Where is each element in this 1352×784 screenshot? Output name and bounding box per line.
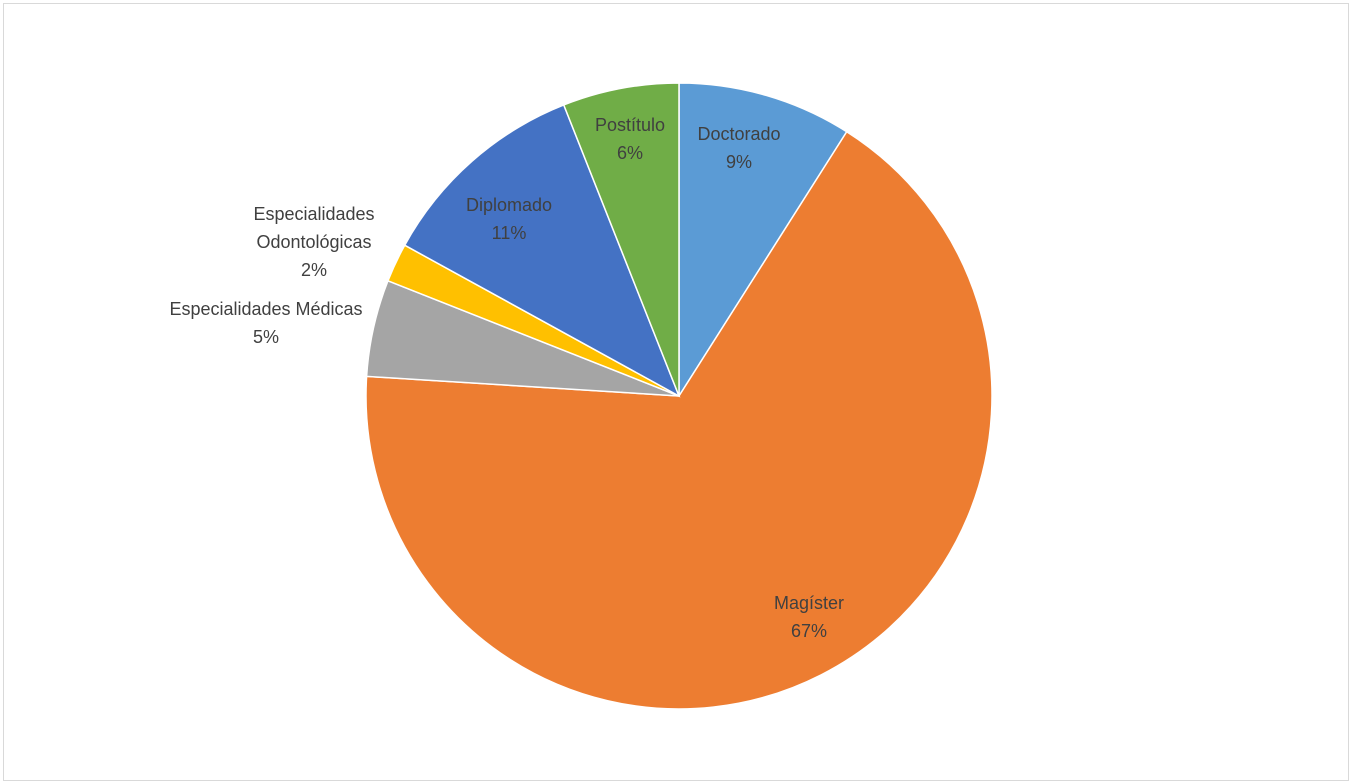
- data-label-diplomado: Diplomado 11%: [466, 195, 552, 243]
- data-label-especialidades-odontologicas: Especialidades Odontológicas 2%: [253, 204, 374, 280]
- chart-area: Doctorado 9% Magíster 67% Especialidades Méd…: [3, 3, 1349, 781]
- slice-doctorado: [678, 82, 848, 399]
- pie-labels: Doctorado 9% Magíster 67% Especialidades Méd…: [169, 115, 844, 641]
- pie-slices: [365, 82, 993, 710]
- data-label-especialidades-medicas: Especialidades Médicas 5%: [169, 299, 362, 347]
- slice-postitulo: [562, 82, 680, 397]
- slice-diplomado: [403, 104, 681, 398]
- data-label-magister: Magíster 67%: [774, 593, 844, 641]
- slice-magister: [365, 130, 993, 710]
- data-label-postitulo: Postítulo 6%: [595, 115, 665, 163]
- pie-chart: Doctorado 9% Magíster 67% Especialidades Méd…: [169, 82, 993, 710]
- data-label-doctorado: Doctorado 9%: [697, 124, 780, 172]
